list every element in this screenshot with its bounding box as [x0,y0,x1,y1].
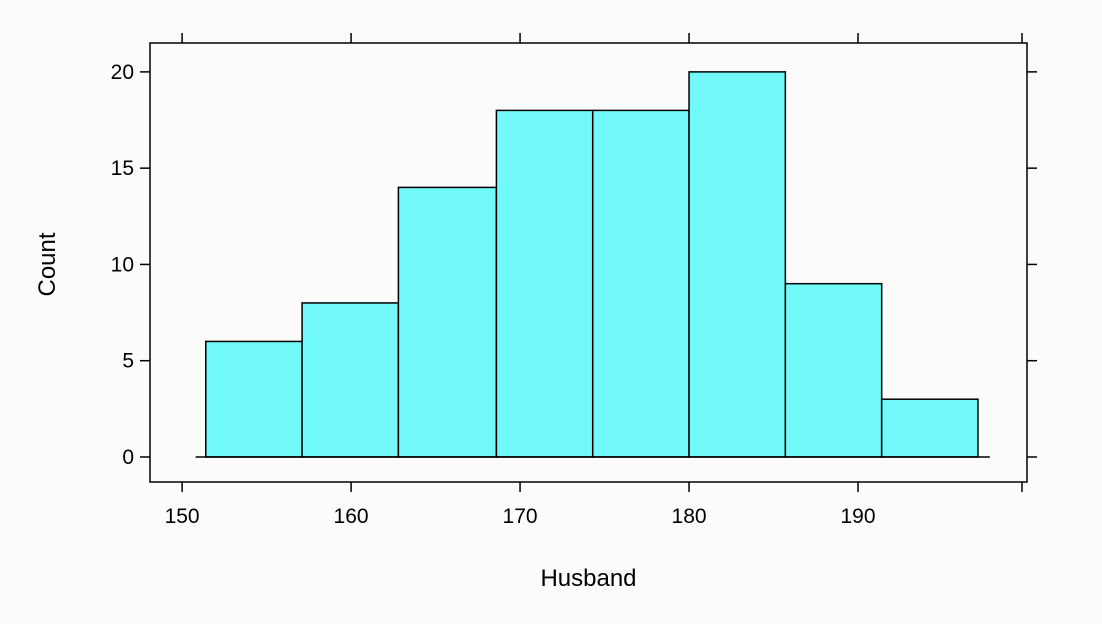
x-tick-label: 170 [503,505,538,528]
y-axis-label: Count [34,232,61,296]
x-tick-label: 150 [165,505,200,528]
x-tick-label: 160 [334,505,369,528]
x-tick-label: 190 [840,505,875,528]
histogram-bar-2 [301,302,400,458]
y-tick-label: 5 [122,350,134,373]
histogram-bar-6 [688,71,787,458]
plot-frame [149,42,1028,483]
y-tick-label: 0 [122,446,134,469]
x-axis-label: Husband [540,565,636,592]
y-ticks-group: 0 5 10 15 20 [111,61,1037,469]
y-tick-label: 10 [111,253,134,276]
histogram-bar-4 [495,109,594,458]
histogram-bar-8 [880,398,979,458]
histogram-bar-1 [205,340,303,458]
y-tick-label: 20 [111,61,134,84]
bars-group [205,71,979,458]
histogram-bar-5 [591,109,690,458]
x-ticks-group: 150 160 170 180 190 [165,33,1023,528]
histogram-bar-3 [397,186,498,458]
histogram-bar-7 [784,282,883,458]
x-tick-label: 180 [672,505,707,528]
y-tick-label: 15 [111,157,134,180]
